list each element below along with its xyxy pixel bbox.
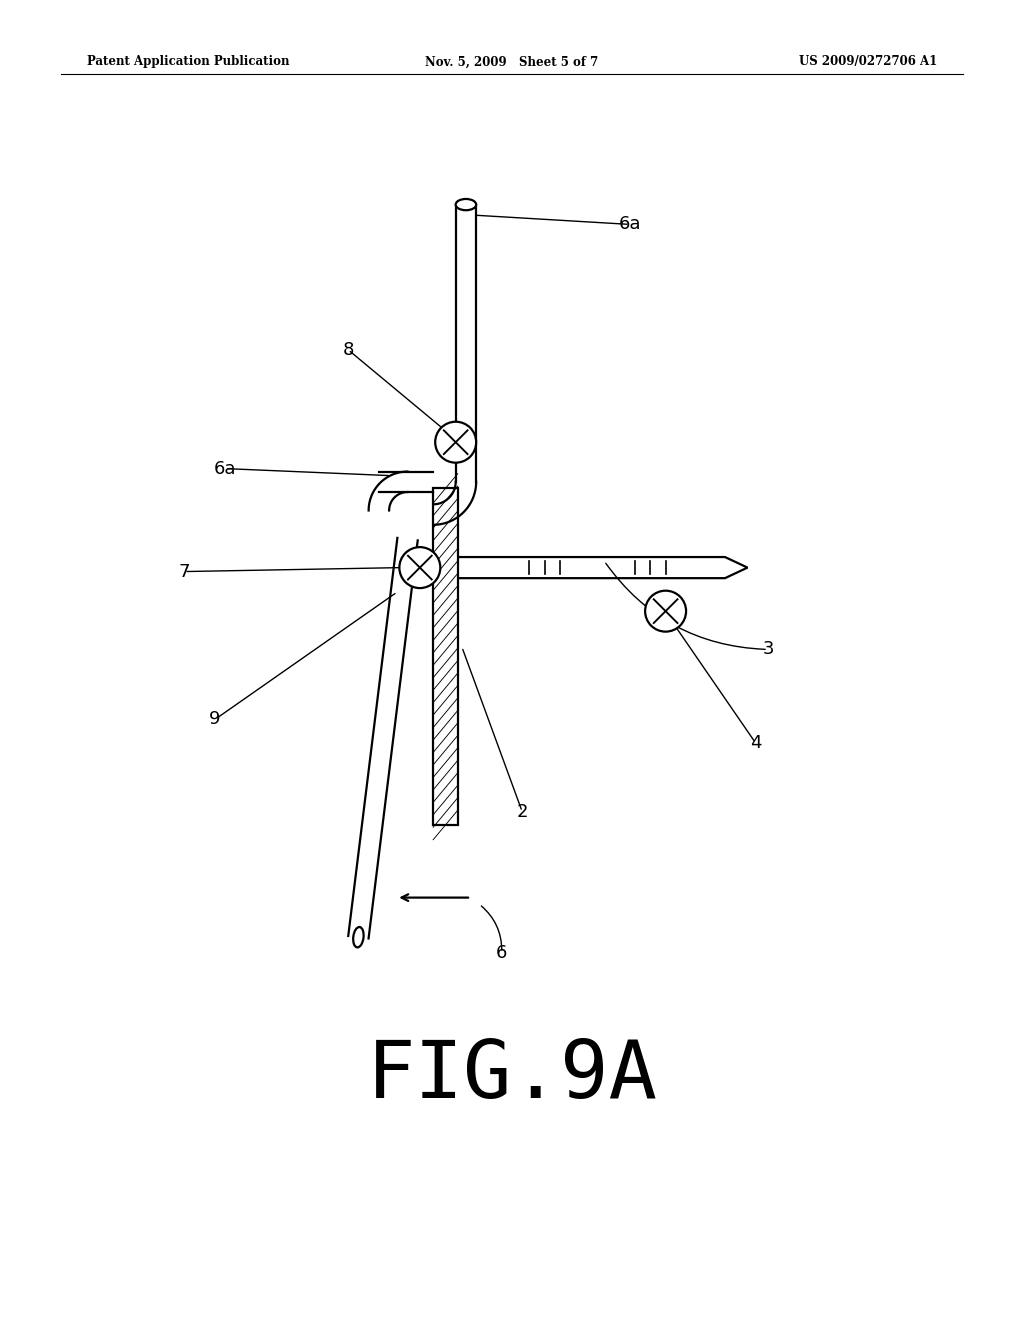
Ellipse shape bbox=[456, 199, 476, 210]
Text: 4: 4 bbox=[750, 734, 762, 752]
Text: 6a: 6a bbox=[618, 215, 641, 234]
Circle shape bbox=[435, 421, 476, 463]
Text: 7: 7 bbox=[178, 562, 190, 581]
Text: US 2009/0272706 A1: US 2009/0272706 A1 bbox=[799, 55, 937, 69]
Polygon shape bbox=[458, 557, 748, 578]
Text: Nov. 5, 2009   Sheet 5 of 7: Nov. 5, 2009 Sheet 5 of 7 bbox=[425, 55, 599, 69]
Ellipse shape bbox=[353, 927, 364, 948]
Text: 8: 8 bbox=[342, 341, 354, 359]
Text: Patent Application Publication: Patent Application Publication bbox=[87, 55, 290, 69]
Text: 6a: 6a bbox=[214, 459, 237, 478]
Text: FIG.9A: FIG.9A bbox=[367, 1036, 657, 1115]
Text: 9: 9 bbox=[209, 710, 221, 729]
Text: 3: 3 bbox=[762, 640, 774, 659]
Circle shape bbox=[399, 546, 440, 589]
Bar bbox=[433, 488, 458, 825]
Text: 2: 2 bbox=[516, 803, 528, 821]
Text: 6: 6 bbox=[496, 944, 508, 962]
Circle shape bbox=[645, 590, 686, 632]
